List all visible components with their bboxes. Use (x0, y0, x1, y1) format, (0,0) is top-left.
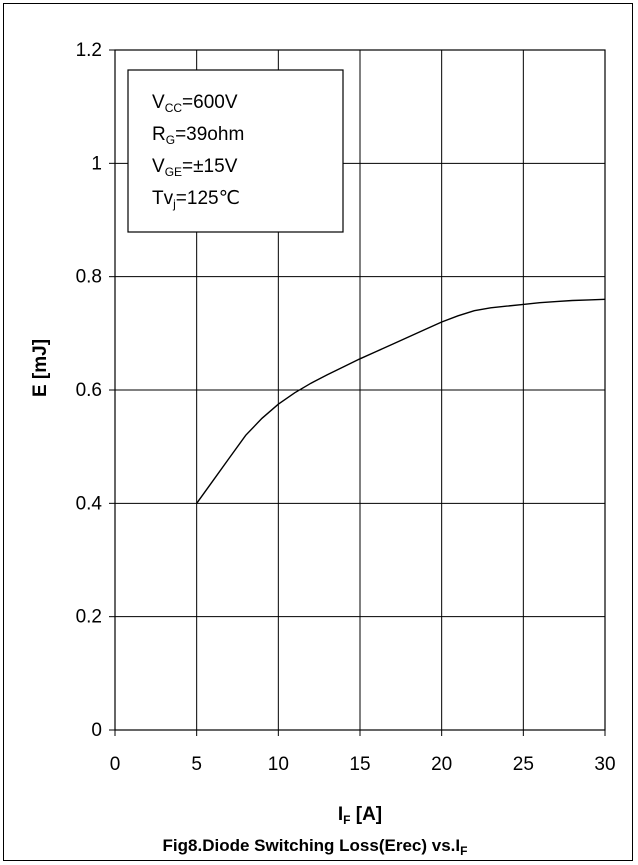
x-tick-label-1: 5 (191, 754, 202, 775)
conditions-box (127, 69, 344, 233)
x-tick-label-4: 20 (431, 754, 452, 775)
y-tick-label-0: 0 (91, 720, 102, 741)
y-tick-label-2: 0.4 (76, 493, 103, 514)
y-tick-label-6: 1.2 (76, 40, 102, 61)
condition-2: VGE=±15V (152, 156, 238, 179)
x-tick-label-3: 15 (349, 754, 370, 775)
x-tick-label-6: 30 (594, 754, 615, 775)
series-line-0 (196, 298, 606, 504)
x-tick-label-2: 10 (268, 754, 289, 775)
figure-frame (3, 3, 633, 861)
x-axis-title: IF [A] (338, 804, 382, 827)
y-tick-label-5: 1 (91, 153, 102, 174)
y-tick-label-3: 0.6 (76, 380, 102, 401)
condition-0: VCC=600V (152, 92, 238, 115)
y-tick-label-1: 0.2 (76, 607, 102, 628)
condition-1: RG=39ohm (152, 124, 244, 147)
x-tick-label-5: 25 (513, 754, 534, 775)
x-tick-label-0: 0 (110, 754, 121, 775)
y-axis-title: E [mJ] (30, 339, 51, 397)
condition-3: Tvj=125℃ (152, 188, 240, 211)
figure-caption: Fig8.Diode Switching Loss(Erec) vs.IF (163, 836, 468, 858)
y-tick-label-4: 0.8 (76, 267, 102, 288)
